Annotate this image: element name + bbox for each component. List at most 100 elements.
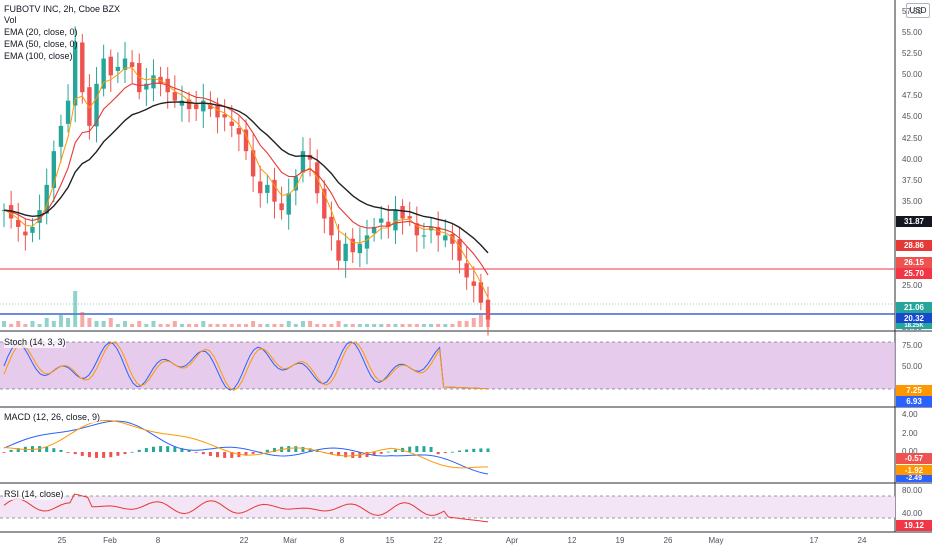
macd-axis-4: 4.00 bbox=[902, 410, 918, 419]
volume-bar bbox=[179, 324, 184, 327]
macd-histogram-bar bbox=[151, 446, 155, 452]
volume-bar bbox=[322, 324, 327, 327]
macd-histogram-bar bbox=[329, 452, 333, 455]
candle bbox=[151, 75, 156, 89]
stoch-k-badge: 7.25 bbox=[896, 385, 932, 396]
currency-button[interactable]: USD bbox=[906, 3, 930, 18]
rsi-band bbox=[0, 496, 895, 518]
macd-histogram-bar bbox=[344, 452, 348, 458]
vol-legend: Vol bbox=[4, 15, 17, 25]
price-axis-label: 37.50 bbox=[902, 175, 923, 185]
stoch-axis-50: 50.00 bbox=[902, 362, 923, 371]
volume-bar bbox=[208, 324, 213, 327]
volume-bar bbox=[286, 321, 291, 327]
candle bbox=[293, 176, 299, 191]
rsi-badge: 19.12 bbox=[896, 520, 932, 531]
time-axis-label: 24 bbox=[857, 536, 867, 545]
rsi-axis-40: 40.00 bbox=[902, 509, 923, 518]
time-axis-label: Mar bbox=[283, 536, 297, 545]
macd-histogram-bar bbox=[59, 449, 63, 452]
candle bbox=[44, 184, 49, 214]
macd-histogram-bar bbox=[187, 450, 191, 452]
candle bbox=[421, 235, 427, 237]
time-axis-label: 12 bbox=[567, 536, 577, 545]
candle bbox=[186, 99, 192, 110]
ema50-line bbox=[3, 82, 489, 276]
candle bbox=[101, 58, 106, 89]
rsi-axis-80: 80.00 bbox=[902, 486, 923, 495]
macd-histogram-bar bbox=[230, 452, 234, 458]
candle bbox=[16, 219, 21, 227]
candle bbox=[414, 223, 420, 236]
candle bbox=[236, 128, 242, 135]
macd-histogram-bar bbox=[194, 452, 198, 453]
volume-bar bbox=[66, 318, 71, 327]
macd-histogram-bar bbox=[52, 448, 56, 452]
volume-bar bbox=[436, 324, 441, 327]
macd-histogram-bar bbox=[166, 446, 170, 452]
price-axis-label: 42.50 bbox=[902, 133, 923, 143]
candle bbox=[350, 238, 355, 253]
time-axis-label: 17 bbox=[809, 536, 819, 545]
price-axis-label: 57.50 bbox=[902, 7, 923, 17]
volume-bar bbox=[94, 321, 99, 327]
volume-bar bbox=[44, 318, 49, 327]
time-axis-label: 22 bbox=[239, 536, 249, 545]
volume-bar bbox=[308, 321, 313, 327]
candle bbox=[172, 92, 178, 101]
macd-histogram-bar bbox=[244, 452, 248, 456]
volume-bar bbox=[407, 324, 412, 327]
volume-bar bbox=[450, 324, 455, 327]
candle bbox=[122, 58, 128, 70]
candle bbox=[485, 299, 491, 320]
volume-bar bbox=[421, 324, 426, 327]
support-badge: 20.32 bbox=[896, 313, 932, 324]
volume-bar bbox=[9, 324, 14, 327]
candle bbox=[115, 66, 121, 71]
volume-bar bbox=[101, 321, 106, 327]
volume-bar bbox=[414, 324, 419, 327]
macd-histogram-bar bbox=[102, 452, 106, 458]
macd-histogram-bar bbox=[486, 448, 490, 452]
macd-histogram-bar bbox=[216, 452, 220, 458]
volume-bar bbox=[350, 324, 355, 327]
volume-bar bbox=[215, 324, 220, 327]
volume-bar bbox=[222, 324, 227, 327]
candle bbox=[300, 151, 306, 173]
volume-bar bbox=[108, 318, 113, 327]
candle bbox=[144, 83, 149, 90]
macd-histogram-bar bbox=[479, 448, 483, 452]
price-axis-label: 40.00 bbox=[902, 154, 923, 164]
candle bbox=[400, 205, 405, 219]
price-axis-label: 35.00 bbox=[902, 196, 923, 206]
time-axis-label: 15 bbox=[385, 536, 395, 545]
macd-histogram-bar bbox=[123, 452, 127, 454]
candle bbox=[357, 243, 363, 254]
ema50-legend: EMA (50, close, 0) bbox=[4, 39, 78, 49]
macd-histogram-bar bbox=[472, 448, 476, 452]
candle bbox=[265, 184, 270, 193]
macd-histogram-bar bbox=[223, 452, 227, 458]
macd-axis-2: 2.00 bbox=[902, 429, 918, 438]
volume-bar bbox=[244, 324, 248, 327]
macd-hist-badge: -0.57 bbox=[896, 453, 932, 464]
volume-bar bbox=[336, 321, 341, 327]
candle bbox=[201, 100, 206, 112]
rsi-line bbox=[3, 493, 489, 523]
macd-histogram-bar bbox=[294, 446, 298, 452]
candle bbox=[208, 104, 213, 110]
macd-histogram-bar bbox=[80, 452, 84, 456]
volume-bar bbox=[58, 315, 63, 327]
time-axis-label: 19 bbox=[615, 536, 625, 545]
volume-bar bbox=[329, 324, 334, 327]
macd-histogram-bar bbox=[436, 452, 440, 455]
volume-bar bbox=[187, 324, 192, 327]
macd-signal-line bbox=[3, 419, 489, 469]
volume-bar bbox=[486, 312, 490, 327]
candle bbox=[364, 235, 370, 249]
candle bbox=[322, 188, 327, 219]
volume-bar bbox=[393, 324, 398, 327]
time-axis-label: 22 bbox=[433, 536, 443, 545]
candle bbox=[286, 193, 291, 215]
